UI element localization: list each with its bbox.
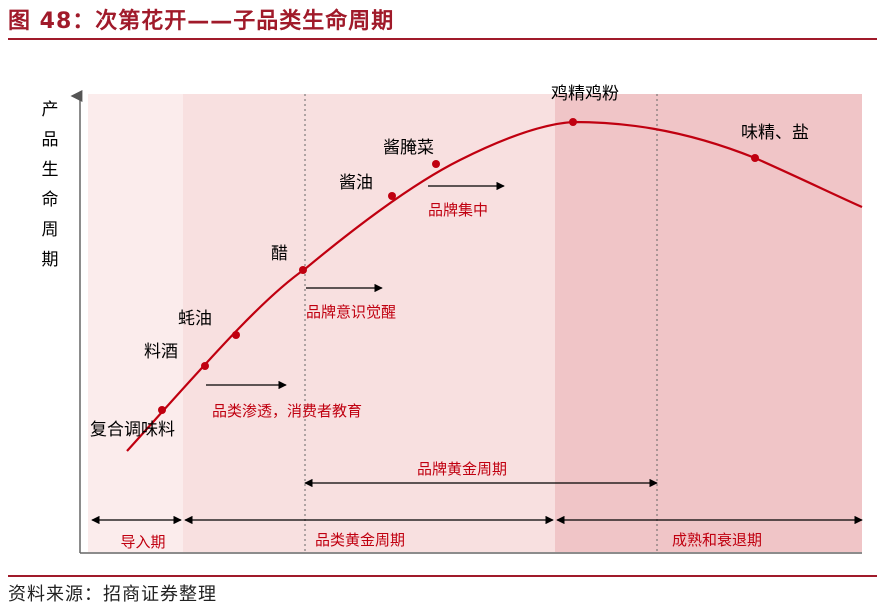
marker-oyster-sauce <box>232 331 240 339</box>
y-axis-char: 产 <box>42 100 59 120</box>
marker-cooking-wine <box>201 362 209 370</box>
y-axis-char: 周 <box>42 220 59 240</box>
marker-soy-sauce <box>388 192 396 200</box>
note-concentration: 品牌集中 <box>428 201 488 219</box>
y-axis-char: 品 <box>42 130 59 150</box>
label-chicken-essence: 鸡精鸡粉 <box>551 84 619 104</box>
note-penetration: 品类渗透，消费者教育 <box>212 402 362 420</box>
marker-vinegar <box>299 266 307 274</box>
label-cooking-wine: 料酒 <box>144 342 178 362</box>
y-axis-char: 生 <box>42 160 59 180</box>
label-compound-seasoning: 复合调味料 <box>90 420 175 440</box>
label-vinegar: 醋 <box>271 244 288 264</box>
figure-title: 图 48：次第花开——子品类生命周期 <box>8 9 395 34</box>
bottom-rule <box>8 575 877 577</box>
band-mature <box>555 94 862 552</box>
label-pickles: 酱腌菜 <box>383 138 434 158</box>
label-soy-sauce: 酱油 <box>339 173 373 193</box>
label-stage-intro: 导入期 <box>120 533 165 551</box>
marker-chicken-essence <box>569 118 577 126</box>
y-axis-char: 命 <box>42 190 59 210</box>
label-golden-period: 品牌黄金周期 <box>417 460 507 478</box>
marker-compound-seasoning <box>158 406 166 414</box>
band-intro <box>88 94 183 552</box>
marker-pickles <box>432 160 440 168</box>
note-awareness: 品牌意识觉醒 <box>306 303 396 321</box>
marker-msg-salt <box>751 154 759 162</box>
label-stage-mature: 成熟和衰退期 <box>672 531 762 549</box>
label-oyster-sauce: 蚝油 <box>178 309 212 329</box>
label-stage-growth: 品类黄金周期 <box>315 531 405 549</box>
source-note: 资料来源：招商证券整理 <box>8 584 217 605</box>
label-msg-salt: 味精、盐 <box>741 123 809 143</box>
y-axis-char: 期 <box>42 250 59 270</box>
title-rule <box>8 38 877 40</box>
